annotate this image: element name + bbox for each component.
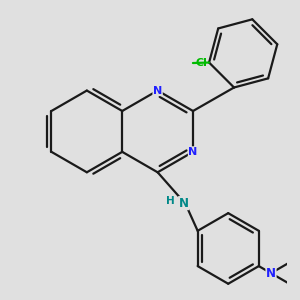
Text: N: N xyxy=(266,267,276,280)
Text: N: N xyxy=(188,147,198,157)
Text: N: N xyxy=(153,85,162,96)
Text: Cl: Cl xyxy=(196,58,208,68)
Text: H: H xyxy=(166,196,174,206)
Text: N: N xyxy=(178,196,189,210)
